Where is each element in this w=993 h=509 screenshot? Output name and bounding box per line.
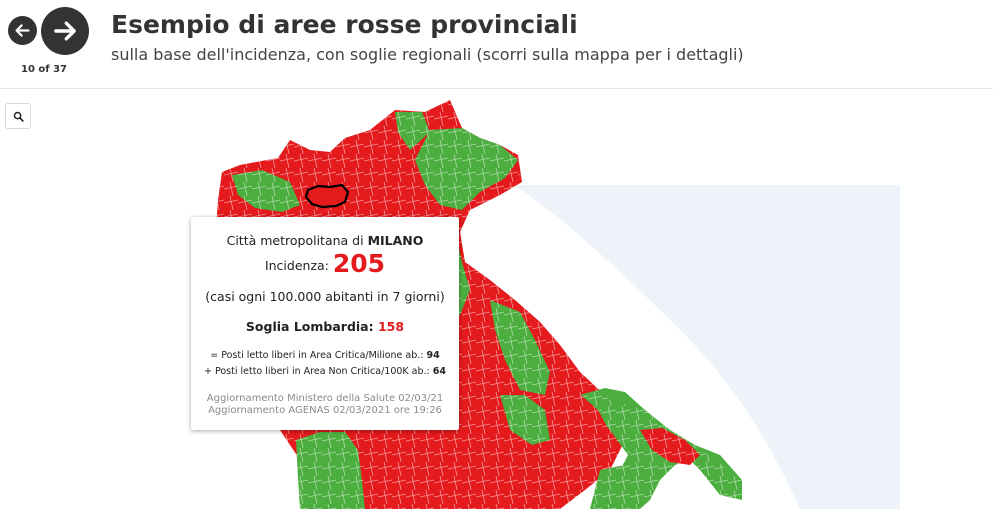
tooltip-update-ministry: Aggiornamento Ministero della Salute 02/… (206, 393, 444, 404)
tooltip-beds-noncritical: + Posti letto liberi in Area Non Critica… (191, 366, 459, 377)
page-title: Esempio di aree rosse provinciali (111, 10, 578, 39)
beds-noncritical-label: + Posti letto liberi in Area Non Critica… (203, 366, 430, 377)
search-button[interactable] (5, 103, 31, 129)
adriatic-sea (513, 185, 900, 509)
search-icon (13, 111, 24, 122)
tooltip-province-line: Città metropolitana di MILANO (191, 233, 459, 248)
tooltip-province-name: MILANO (367, 233, 424, 248)
page-subtitle: sulla base dell'incidenza, con soglie re… (111, 45, 744, 64)
tooltip-incidence-label: Incidenza: (264, 258, 329, 273)
province-milano-highlight[interactable] (304, 183, 350, 209)
tooltip-cases-note: (casi ogni 100.000 abitanti in 7 giorni) (205, 289, 445, 304)
beds-critical-value: 94 (426, 350, 440, 361)
tooltip-threshold-label: Soglia Lombardia: (245, 319, 374, 334)
arrow-right-icon (54, 21, 76, 41)
tooltip-incidence-value: 205 (332, 249, 386, 278)
tooltip-beds-critical: = Posti letto liberi in Area Critica/Mil… (191, 350, 459, 361)
beds-critical-label: = Posti letto liberi in Area Critica/Mil… (210, 350, 424, 361)
slide-counter: 10 of 37 (20, 64, 67, 75)
tooltip-update-agenas: Aggiornamento AGENAS 02/03/2021 ore 19:2… (208, 405, 442, 416)
italy-province-map[interactable] (0, 88, 993, 509)
tooltip-threshold-line: Soglia Lombardia: 158 (191, 319, 459, 334)
tooltip-incidence-line: Incidenza: 205 (191, 249, 459, 278)
header: 10 of 37 Esempio di aree rosse provincia… (0, 0, 993, 89)
tooltip-threshold-value: 158 (377, 319, 405, 334)
next-slide-button[interactable] (41, 7, 89, 55)
province-tooltip: Città metropolitana di MILANO Incidenza:… (191, 217, 459, 430)
beds-noncritical-value: 64 (432, 366, 447, 377)
tooltip-prefix: Città metropolitana di (226, 233, 364, 248)
arrow-left-icon (15, 24, 30, 37)
prev-slide-button[interactable] (8, 16, 37, 45)
